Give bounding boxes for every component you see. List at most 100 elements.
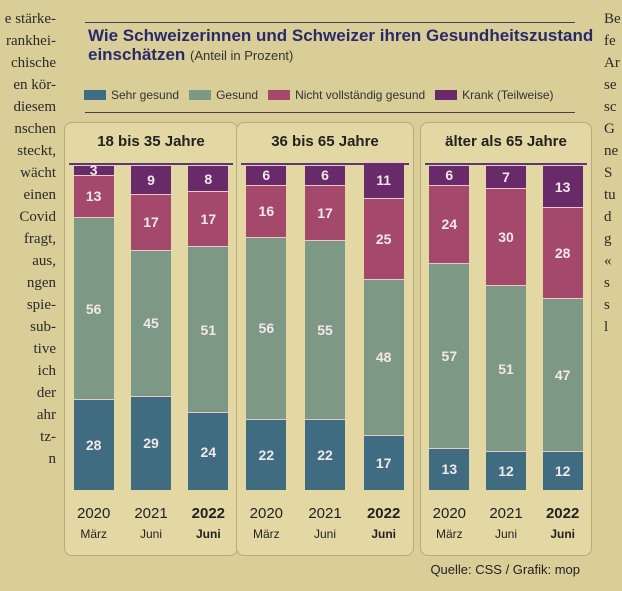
stacked-bar: 13 57 24 6 <box>429 165 470 490</box>
column-text-line: d <box>604 209 612 225</box>
legend-rule <box>85 112 575 113</box>
column-text-line: tu <box>604 187 616 203</box>
bar-segment: 17 <box>188 191 229 247</box>
column-text-line: der <box>36 385 56 401</box>
source-note: Quelle: CSS / Grafik: mop <box>430 562 580 577</box>
legend-label: Sehr gesund <box>111 88 180 102</box>
bar-segment: 6 <box>246 165 287 185</box>
month-label: Juni <box>195 527 221 541</box>
legend: Sehr gesund Gesund Nicht vollständig gesun… <box>84 88 554 102</box>
column-text-line: ahr <box>36 407 56 423</box>
bar-segment: 17 <box>363 434 404 490</box>
chart-panel: älter als 65 Jahre 13 57 24 6 2020 März 12 51 30 7… <box>420 122 592 556</box>
bar-segment: 8 <box>188 165 229 191</box>
newspaper-left-column: e stärke-rankhei-chische en kör-diesem nsc… <box>0 8 56 470</box>
chart-panel: 36 bis 65 Jahre 22 56 16 6 2020 März 22 55 17 6 202… <box>236 122 414 556</box>
month-label: März <box>80 527 107 541</box>
bar-segment: 57 <box>429 262 470 448</box>
year-label: 2021 <box>308 505 342 522</box>
column-text-line: tive <box>33 341 57 357</box>
legend-swatch <box>435 90 458 100</box>
month-label: Juni <box>313 527 336 541</box>
bar-segment: 11 <box>363 161 404 198</box>
bar-segment: 7 <box>486 165 526 188</box>
column-text-line: S <box>604 165 613 181</box>
bar-segment: 24 <box>188 412 229 490</box>
bar-segment: 12 <box>542 451 583 490</box>
legend-item: Nicht vollständig gesund <box>268 88 425 102</box>
bar-segment: 6 <box>429 165 470 185</box>
column-text-line: l <box>604 319 609 335</box>
legend-item: Krank (Teilweise) <box>435 88 554 102</box>
legend-label: Krank (Teilweise) <box>462 88 554 102</box>
panel-title: älter als 65 Jahre <box>445 133 567 150</box>
bar-segment: 28 <box>73 399 114 490</box>
bar-segment: 16 <box>246 184 287 237</box>
panel-title: 36 bis 65 Jahre <box>271 133 379 150</box>
column-text-line: chische <box>11 55 56 71</box>
year-label: 2022 <box>366 505 401 522</box>
month-label: März <box>436 527 463 541</box>
bar-segment: 25 <box>363 197 404 279</box>
month-label: Juni <box>139 527 162 541</box>
bar-segment: 6 <box>305 165 345 185</box>
month-label: Juni <box>371 527 396 541</box>
stacked-bar: 22 55 17 6 <box>305 165 345 490</box>
bar-segment: 47 <box>542 298 583 451</box>
bar-segment: 55 <box>305 239 345 419</box>
column-text-line: steckt, <box>17 143 56 159</box>
title-text: Wie Schweizerinnen und Schweizer ihren G… <box>88 26 594 64</box>
stacked-bar: 29 45 17 9 <box>131 165 171 490</box>
bar-segment: 56 <box>246 236 287 419</box>
column-text-line: diesem <box>13 99 57 115</box>
bar-segment: 48 <box>363 278 404 435</box>
month-label: März <box>253 527 280 541</box>
bar-segment: 29 <box>131 395 171 490</box>
bar-segment: 9 <box>131 165 171 195</box>
column-text-line: einen <box>23 187 56 203</box>
stacked-bar: 24 51 17 8 <box>188 165 229 490</box>
bar-segment: 17 <box>305 184 345 240</box>
bar-segment: 30 <box>486 187 526 286</box>
bar-segment: 51 <box>188 246 229 412</box>
year-label: 2021 <box>134 505 168 522</box>
year-label: 2022 <box>545 505 580 522</box>
top-rule <box>85 22 575 23</box>
year-label: 2021 <box>489 505 523 522</box>
panel-top-line <box>425 163 587 165</box>
panel-top-line <box>241 163 409 165</box>
bar-segment: 56 <box>73 217 114 399</box>
column-text-line: ich <box>37 363 56 379</box>
column-text-line: n <box>48 451 57 467</box>
bar-segment: 51 <box>486 285 526 451</box>
column-text-line: en kör- <box>13 77 56 93</box>
bar-segment: 28 <box>542 207 583 299</box>
column-text-line: Be <box>604 11 621 27</box>
column-text-line: se <box>604 77 617 93</box>
bar-segment: 12 <box>486 451 526 490</box>
bar-segment: 13 <box>542 165 583 208</box>
bar-segment: 17 <box>131 194 171 250</box>
stacked-bar: 28 56 13 3 <box>73 162 114 490</box>
column-text-line: e stärke- <box>4 11 56 27</box>
legend-swatch <box>189 90 212 100</box>
column-text-line: « <box>604 253 612 269</box>
legend-item: Sehr gesund <box>84 88 179 102</box>
bar-segment: 13 <box>73 174 114 217</box>
subtitle-text: (Anteil in Prozent) <box>190 48 294 63</box>
bar-segment: 3 <box>73 162 114 178</box>
column-text-line: wächt <box>20 165 56 181</box>
column-text-line: Covid <box>19 209 56 225</box>
column-text-line: G <box>604 121 615 137</box>
legend-label: Nicht vollständig gesund <box>295 88 426 102</box>
column-text-line: nschen <box>14 121 56 137</box>
column-text-line: ngen <box>26 275 56 291</box>
bar-segment: 45 <box>131 249 171 396</box>
bar-segment: 13 <box>429 447 470 490</box>
column-text-line: s <box>604 297 610 313</box>
column-text-line: s <box>604 275 610 291</box>
legend-swatch <box>84 90 106 100</box>
column-text-line: Ar <box>604 55 620 71</box>
column-text-line: ne <box>604 143 619 159</box>
chart-panel: 18 bis 35 Jahre 28 56 13 3 2020 März 29 45 17 9 202… <box>64 122 238 556</box>
